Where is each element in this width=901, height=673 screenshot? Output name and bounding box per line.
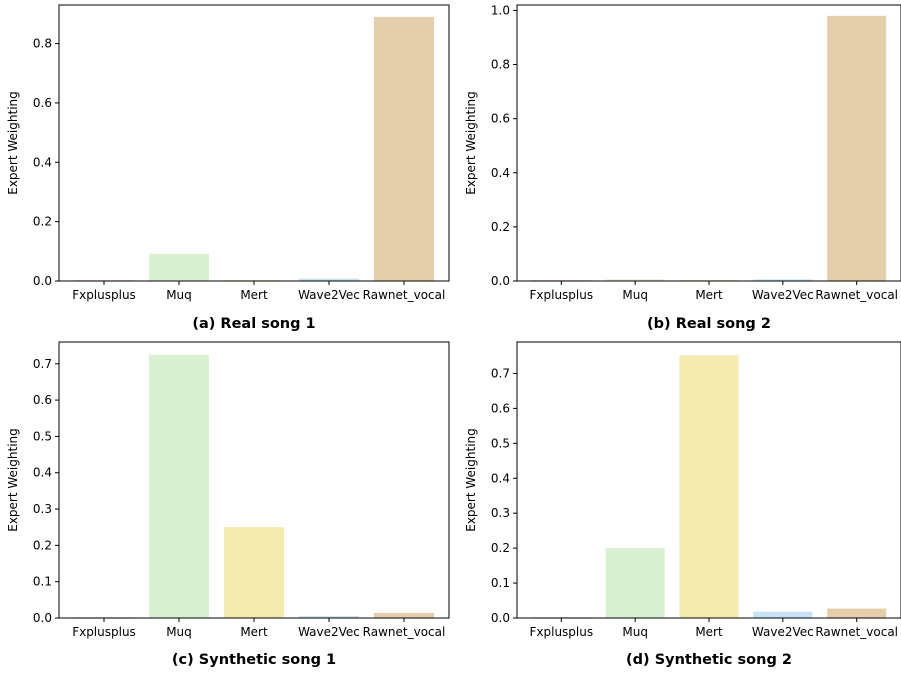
x-tick-label-wave2vec: Wave2Vec [752, 288, 814, 302]
bar-mert [679, 355, 739, 618]
y-tick-label: 0.4 [33, 466, 52, 480]
panel-caption: (b) Real song 2 [647, 316, 771, 332]
bar-muq [605, 279, 665, 281]
y-tick-label: 0.2 [33, 215, 52, 229]
bar-rawnet-vocal [374, 16, 434, 281]
y-tick-label: 0.2 [33, 538, 52, 552]
x-tick-label-fxplusplus: Fxplusplus [72, 288, 136, 302]
y-tick-label: 0.6 [33, 393, 52, 407]
y-tick-label: 0.0 [491, 611, 510, 625]
y-tick-label: 0.7 [491, 366, 510, 380]
y-tick-label: 0.5 [33, 429, 52, 443]
x-tick-label-mert: Mert [695, 288, 723, 302]
y-tick-label: 0.4 [491, 471, 510, 485]
panel-caption: (a) Real song 1 [192, 316, 315, 332]
y-axis-label: Expert Weighting [464, 91, 478, 195]
x-tick-label-muq: Muq [622, 288, 648, 302]
y-tick-label: 0.1 [491, 576, 510, 590]
x-tick-label-wave2vec: Wave2Vec [298, 625, 360, 639]
y-tick-label: 0.7 [33, 357, 52, 371]
bar-rawnet-vocal [374, 612, 434, 618]
panel-caption: (c) Synthetic song 1 [172, 652, 336, 668]
x-tick-label-wave2vec: Wave2Vec [298, 288, 360, 302]
bar-wave2vec [299, 616, 359, 618]
y-tick-label: 1.0 [491, 3, 510, 17]
bar-mert [224, 527, 284, 618]
y-tick-label: 0.2 [491, 541, 510, 555]
x-tick-label-mert: Mert [240, 288, 268, 302]
y-tick-label: 0.8 [33, 37, 52, 51]
y-tick-label: 0.4 [491, 166, 510, 180]
y-tick-label: 0.8 [491, 58, 510, 72]
x-tick-label-rawnet-vocal: Rawnet_vocal [363, 288, 446, 302]
x-tick-label-rawnet-vocal: Rawnet_vocal [815, 288, 898, 302]
bar-muq [149, 354, 209, 618]
y-tick-label: 0.3 [491, 506, 510, 520]
bar-muq [605, 548, 665, 618]
x-tick-label-fxplusplus: Fxplusplus [529, 288, 593, 302]
bar-wave2vec [753, 611, 813, 618]
y-axis-label: Expert Weighting [464, 428, 478, 532]
y-tick-label: 0.1 [33, 575, 52, 589]
bar-mert [679, 279, 739, 281]
y-tick-label: 0.6 [491, 401, 510, 415]
x-tick-label-rawnet-vocal: Rawnet_vocal [815, 625, 898, 639]
x-tick-label-muq: Muq [166, 288, 192, 302]
x-tick-label-muq: Muq [622, 625, 648, 639]
bar-muq [149, 253, 209, 281]
y-tick-label: 0.5 [491, 436, 510, 450]
x-tick-label-rawnet-vocal: Rawnet_vocal [363, 625, 446, 639]
x-tick-label-wave2vec: Wave2Vec [752, 625, 814, 639]
panel-synthetic-song-2: 0.0 0.1 0.2 0.3 0.4 0.5 0.6 0.7 Fxplusplus Muq Mer… [464, 341, 901, 668]
x-tick-label-muq: Muq [166, 625, 192, 639]
y-tick-label: 0.0 [491, 274, 510, 288]
y-tick-label: 0.6 [33, 96, 52, 110]
bar-rawnet-vocal [827, 608, 887, 618]
x-tick-label-fxplusplus: Fxplusplus [72, 625, 136, 639]
panel-caption: (d) Synthetic song 2 [626, 652, 792, 668]
y-tick-label: 0.4 [33, 155, 52, 169]
y-tick-label: 0.0 [33, 611, 52, 625]
y-tick-label: 0.0 [33, 274, 52, 288]
y-tick-label: 0.6 [491, 112, 510, 126]
panel-real-song-2: 0.0 0.2 0.4 0.6 0.8 1.0 Fxplusplus Muq Mert Wave2… [464, 3, 901, 332]
bar-wave2vec [753, 279, 813, 281]
x-tick-label-fxplusplus: Fxplusplus [529, 625, 593, 639]
bar-wave2vec [299, 278, 359, 281]
y-tick-label: 0.3 [33, 502, 52, 516]
panel-synthetic-song-1: 0.0 0.1 0.2 0.3 0.4 0.5 0.6 0.7 Fxplusplus Muq Mer… [6, 341, 450, 668]
x-tick-label-mert: Mert [695, 625, 723, 639]
y-tick-label: 0.2 [491, 220, 510, 234]
x-tick-label-mert: Mert [240, 625, 268, 639]
y-axis-label: Expert Weighting [6, 428, 20, 532]
panel-real-song-1: 0.0 0.2 0.4 0.6 0.8 Fxplusplus Muq Mert Wave2Vec… [6, 4, 450, 332]
bar-rawnet-vocal [827, 15, 887, 282]
y-axis-label: Expert Weighting [6, 91, 20, 195]
